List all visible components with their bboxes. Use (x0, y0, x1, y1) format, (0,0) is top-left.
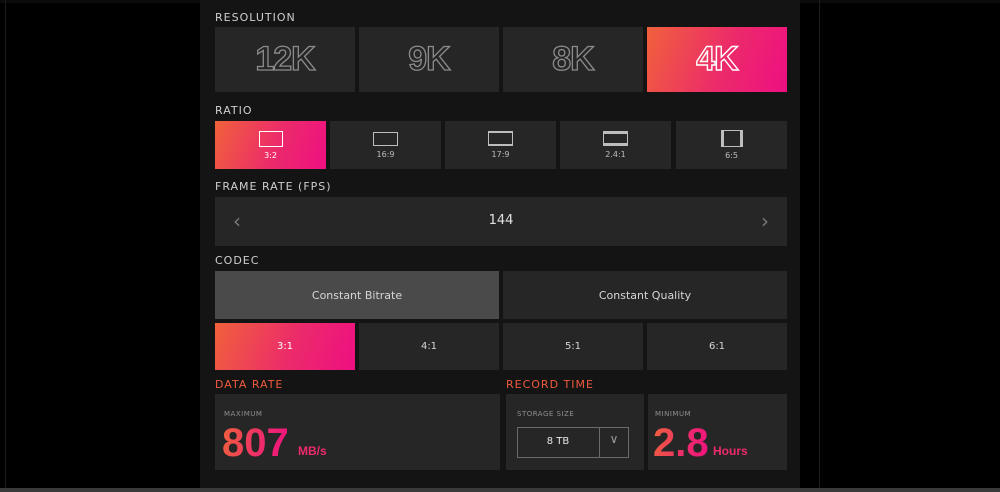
resolution-option-8k[interactable]: 8K (503, 27, 643, 92)
ratio-16-9-icon (373, 131, 398, 146)
ratio-option-6-5[interactable]: 6:5 (676, 121, 787, 169)
storage-size-caption: STORAGE SIZE (517, 410, 575, 418)
right-edge-line (819, 0, 820, 488)
minimum-caption: MINIMUM (655, 410, 692, 418)
codec-constant-bitrate[interactable]: Constant Bitrate (215, 271, 499, 319)
resolution-option-label: 12K (255, 39, 317, 78)
compression-option-3-1[interactable]: 3:1 (215, 323, 355, 370)
resolution-option-12k[interactable]: 12K (215, 27, 355, 92)
record-time-value: 2.8 (653, 421, 709, 465)
storage-size-select[interactable]: 8 TB ∨ (517, 427, 629, 458)
compression-option-6-1[interactable]: 6:1 (647, 323, 787, 370)
ratio-heading: RATIO (215, 104, 253, 117)
resolution-option-label: 4K (696, 39, 740, 78)
ratio-option-label: 3:2 (264, 150, 277, 160)
data-rate-caption: MAXIMUM (224, 410, 263, 418)
select-divider (599, 428, 600, 457)
codec-heading: CODEC (215, 254, 260, 267)
frame-rate-heading: FRAME RATE (FPS) (215, 180, 332, 193)
codec-constant-quality[interactable]: Constant Quality (503, 271, 787, 319)
ratio-option-label: 16:9 (376, 149, 395, 159)
resolution-option-9k[interactable]: 9K (359, 27, 499, 92)
record-time-heading: RECORD TIME (506, 378, 594, 391)
data-rate-panel (215, 394, 500, 470)
data-rate-heading: DATA RATE (215, 378, 284, 391)
chevron-right-icon[interactable]: › (761, 209, 769, 233)
resolution-heading: RESOLUTION (215, 11, 296, 24)
left-edge-line (5, 0, 6, 488)
ratio-option-label: 17:9 (491, 150, 510, 159)
frame-rate-selector: ‹ 144 › (215, 197, 787, 246)
ratio-6-5-icon (720, 130, 743, 147)
ratio-option-label: 6:5 (725, 151, 738, 160)
ratio-17-9-icon (488, 131, 513, 146)
codec-mode-label: Constant Bitrate (311, 288, 403, 302)
compression-option-label: 5:1 (564, 341, 582, 352)
frame-rate-value: 144 (488, 213, 514, 228)
ratio-option-17-9[interactable]: 17:9 (445, 121, 556, 169)
compression-option-label: 6:1 (708, 341, 726, 352)
ratio-3-2-icon (258, 130, 283, 147)
data-rate-unit: MB/s (298, 444, 327, 458)
ratio-option-16-9[interactable]: 16:9 (330, 121, 441, 169)
compression-option-label: 3:1 (276, 341, 294, 352)
record-time-panel (648, 394, 787, 470)
compression-option-label: 4:1 (420, 341, 438, 352)
storage-size-value: 8 TB (546, 436, 570, 447)
ratio-2-4-1-icon (603, 131, 628, 146)
data-rate-value: 807 (222, 421, 289, 465)
ratio-option-label: 2.4:1 (605, 150, 626, 159)
compression-option-4-1[interactable]: 4:1 (359, 323, 499, 370)
resolution-option-4k[interactable]: 4K (647, 27, 787, 92)
codec-mode-label: Constant Quality (598, 288, 692, 302)
resolution-option-label: 9K (408, 39, 452, 78)
ratio-option-2-4-1[interactable]: 2.4:1 (560, 121, 671, 169)
bottom-scrollbar (0, 488, 1000, 492)
record-time-unit: Hours (713, 444, 748, 458)
chevron-left-icon[interactable]: ‹ (233, 209, 241, 233)
ratio-option-3-2[interactable]: 3:2 (215, 121, 326, 169)
compression-option-5-1[interactable]: 5:1 (503, 323, 643, 370)
chevron-down-icon: ∨ (609, 432, 619, 446)
resolution-option-label: 8K (552, 39, 596, 78)
